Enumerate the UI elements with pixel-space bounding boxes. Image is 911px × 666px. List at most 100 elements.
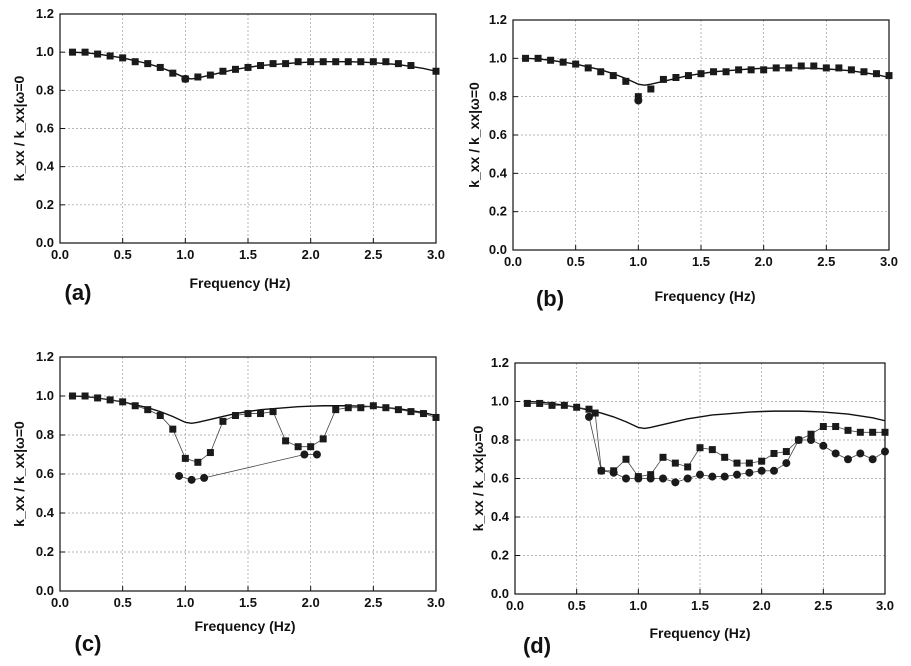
square-marker [885, 72, 893, 80]
x-tick-label: 3.0 [880, 254, 898, 269]
square-marker [622, 77, 630, 85]
square-marker [81, 48, 89, 56]
x-tick-label: 2.5 [364, 595, 382, 610]
square-marker [609, 72, 617, 80]
x-tick-label: 0.0 [504, 254, 522, 269]
y-tick-label: 0.2 [36, 544, 54, 559]
square-marker [584, 64, 592, 72]
panel-c: 0.0 0.5 1.0 1.5 2.0 2.5 3.0 0.0 0.2 0.4 0.6 0.8 1.0 1… [0, 333, 455, 666]
x-axis-label: Frequency (Hz) [654, 288, 755, 304]
circle-marker [634, 474, 643, 483]
x-tick-label: 0.0 [506, 598, 524, 613]
x-tick-label: 1.5 [239, 247, 257, 262]
square-marker [69, 48, 77, 56]
x-axis-label: Frequency (Hz) [194, 618, 295, 634]
square-marker [169, 69, 177, 77]
square-marker [181, 454, 189, 462]
square-marker [832, 423, 840, 431]
square-marker [697, 70, 705, 78]
square-marker [560, 401, 568, 409]
y-tick-label: 0.4 [36, 505, 55, 520]
square-marker [81, 392, 89, 400]
square-marker [807, 430, 815, 438]
circle-marker [609, 468, 618, 477]
square-marker [106, 52, 114, 60]
x-tick-label: 0.5 [114, 595, 132, 610]
y-tick-label: 0.8 [491, 432, 509, 447]
chart-a: 0.0 0.5 1.0 1.5 2.0 2.5 3.0 0.0 0.2 0.4 0.6 0.8 1.0 1… [11, 6, 445, 305]
square-marker [591, 409, 599, 417]
square-marker [419, 410, 427, 418]
square-marker [432, 67, 440, 75]
square-marker [835, 64, 843, 72]
y-tick-label: 0.4 [36, 159, 55, 174]
x-tick-label: 2.0 [755, 254, 773, 269]
square-marker [573, 403, 581, 411]
y-tick-label: 0.4 [489, 165, 508, 180]
y-tick-label: 0.8 [489, 89, 507, 104]
square-marker [869, 428, 877, 436]
panel-label: (d) [523, 633, 551, 658]
y-tick-label: 0.8 [36, 427, 54, 442]
y-tick-label: 1.2 [36, 6, 54, 21]
square-marker [294, 58, 302, 66]
square-marker [797, 62, 805, 70]
x-tick-label: 2.0 [753, 598, 771, 613]
square-marker [733, 459, 741, 467]
square-marker [231, 412, 239, 419]
square-marker [772, 64, 780, 72]
panel-b: 0.0 0.5 1.0 1.5 2.0 2.5 3.0 0.0 0.2 0.4 0.6 0.8 1.0 1… [455, 0, 911, 333]
circle-marker [844, 455, 852, 464]
square-marker [536, 399, 544, 407]
panel-d: 0.0 0.5 1.0 1.5 2.0 2.5 3.0 0.0 0.2 0.4 0.6 0.8 1.0 1… [455, 333, 911, 666]
square-marker [269, 408, 277, 416]
square-marker [369, 402, 377, 410]
square-marker [282, 437, 290, 445]
y-tick-label: 0.6 [489, 127, 507, 142]
square-marker [94, 394, 102, 402]
square-marker [872, 70, 880, 78]
x-axis-label: Frequency (Hz) [649, 625, 750, 641]
square-marker [332, 406, 340, 414]
y-tick-label: 1.0 [36, 44, 54, 59]
square-marker [257, 410, 265, 418]
square-marker [206, 71, 214, 79]
square-marker [696, 444, 704, 452]
square-marker [307, 443, 315, 451]
circle-marker [585, 412, 593, 421]
square-marker [219, 417, 227, 425]
series-line [72, 395, 437, 425]
circle-marker [200, 473, 209, 482]
circle-marker [175, 471, 184, 480]
chart-d: 0.0 0.5 1.0 1.5 2.0 2.5 3.0 0.0 0.2 0.4 0.6 0.8 1.0 1… [470, 355, 894, 658]
panel-a: 0.0 0.5 1.0 1.5 2.0 2.5 3.0 0.0 0.2 0.4 0.6 0.8 1.0 1… [0, 0, 455, 333]
y-tick-label: 0.8 [36, 82, 54, 97]
square-marker [269, 60, 277, 68]
x-tick-label: 1.0 [176, 247, 194, 262]
x-tick-label: 1.5 [691, 598, 709, 613]
circle-marker [646, 474, 655, 483]
square-marker [382, 58, 390, 66]
square-marker [407, 62, 415, 70]
y-tick-label: 1.2 [36, 349, 54, 364]
square-marker [332, 58, 340, 66]
square-marker [659, 453, 667, 461]
square-marker [881, 428, 889, 436]
square-marker [847, 66, 855, 74]
circle-marker [745, 468, 754, 477]
square-marker [819, 423, 827, 431]
square-marker [745, 459, 753, 467]
square-marker [394, 60, 402, 68]
square-marker [547, 56, 555, 64]
y-tick-label: 1.0 [489, 50, 507, 65]
x-tick-label: 1.0 [176, 595, 194, 610]
series-line [72, 51, 437, 80]
square-marker [344, 58, 352, 66]
y-axis-label: k_xx / k_xx|ω=0 [11, 421, 27, 527]
square-marker [407, 408, 415, 416]
circle-marker [659, 474, 667, 483]
circle-marker [881, 447, 889, 456]
square-marker [244, 410, 252, 418]
panel-label: (c) [75, 631, 102, 656]
circle-marker [720, 472, 729, 481]
